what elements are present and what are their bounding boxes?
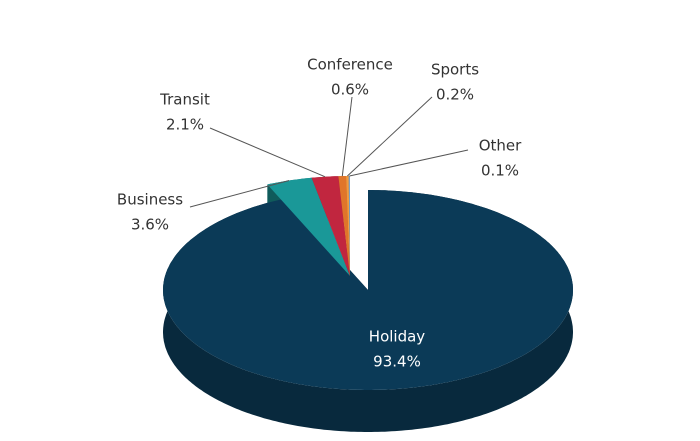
slice-label: Holiday [369, 328, 426, 346]
leader-line [341, 96, 353, 177]
slice [348, 176, 350, 276]
leader-line [209, 127, 326, 178]
slice-value-label: 2.1% [166, 116, 204, 134]
leader-line [347, 96, 433, 177]
slice [267, 177, 350, 276]
slice-value-label: 0.6% [331, 81, 369, 99]
slice-label: Transit [159, 91, 210, 109]
slice-label: Sports [431, 61, 479, 79]
slice [163, 190, 573, 390]
slice-label: Conference [307, 56, 393, 74]
slice-value-label: 0.2% [436, 86, 474, 104]
slice-value-label: 0.1% [481, 162, 519, 180]
slice-value-label: 3.6% [131, 216, 169, 234]
slice-label: Business [117, 191, 183, 209]
slice-value-label: 93.4% [373, 353, 421, 371]
leader-line [349, 149, 469, 177]
slice [311, 176, 350, 276]
slice-label: Other [479, 137, 522, 155]
leader-line [189, 180, 290, 208]
slice [346, 176, 350, 276]
slice [338, 176, 350, 276]
